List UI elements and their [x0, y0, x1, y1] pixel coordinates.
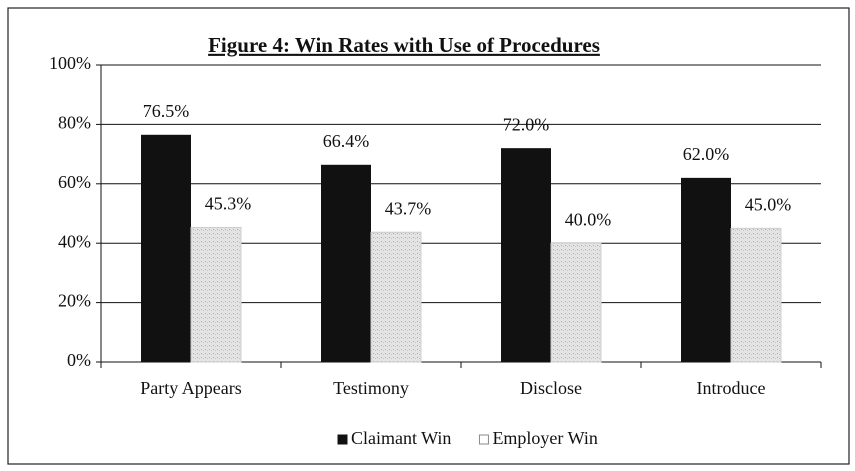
y-tick-label: 40%	[58, 231, 91, 251]
y-tick-label: 60%	[58, 172, 91, 192]
y-tick-label: 100%	[49, 53, 91, 73]
value-label: 43.7%	[385, 198, 432, 218]
legend-label: Claimant Win	[351, 428, 451, 448]
legend-label: Employer Win	[492, 428, 597, 448]
value-label: 62.0%	[683, 144, 730, 164]
bar	[321, 164, 371, 362]
x-tick-label: Testimony	[333, 378, 409, 398]
y-tick-label: 80%	[58, 113, 91, 133]
value-label: 66.4%	[323, 131, 370, 151]
x-tick-label: Party Appears	[140, 378, 241, 398]
legend-swatch	[337, 434, 348, 445]
bar	[550, 242, 602, 363]
bar	[370, 231, 422, 363]
chart-title: Figure 4: Win Rates with Use of Procedur…	[208, 33, 600, 57]
value-label: 76.5%	[143, 101, 190, 121]
y-tick-label: 0%	[67, 350, 91, 370]
bar	[141, 134, 191, 362]
legend-swatch	[478, 434, 489, 445]
value-label: 72.0%	[503, 114, 550, 134]
value-label: 45.0%	[745, 194, 792, 214]
value-label: 40.0%	[565, 209, 612, 229]
x-tick-label: Introduce	[697, 378, 766, 398]
value-label: 45.3%	[205, 194, 252, 214]
bar	[730, 227, 782, 363]
y-tick-label: 20%	[58, 291, 91, 311]
bar	[190, 226, 242, 363]
x-tick-label: Disclose	[520, 378, 582, 398]
bar	[681, 177, 731, 362]
bar	[501, 148, 551, 362]
